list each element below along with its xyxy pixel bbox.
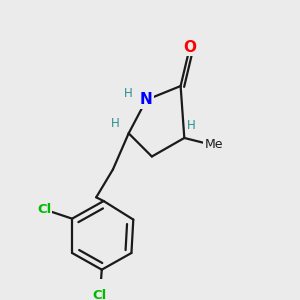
Text: O: O	[183, 40, 196, 55]
Text: Cl: Cl	[93, 289, 107, 300]
Text: H: H	[124, 87, 133, 100]
Text: N: N	[140, 92, 153, 107]
Text: Me: Me	[204, 138, 223, 151]
Text: H: H	[188, 119, 196, 132]
Text: H: H	[110, 117, 119, 130]
Text: Cl: Cl	[37, 203, 51, 216]
